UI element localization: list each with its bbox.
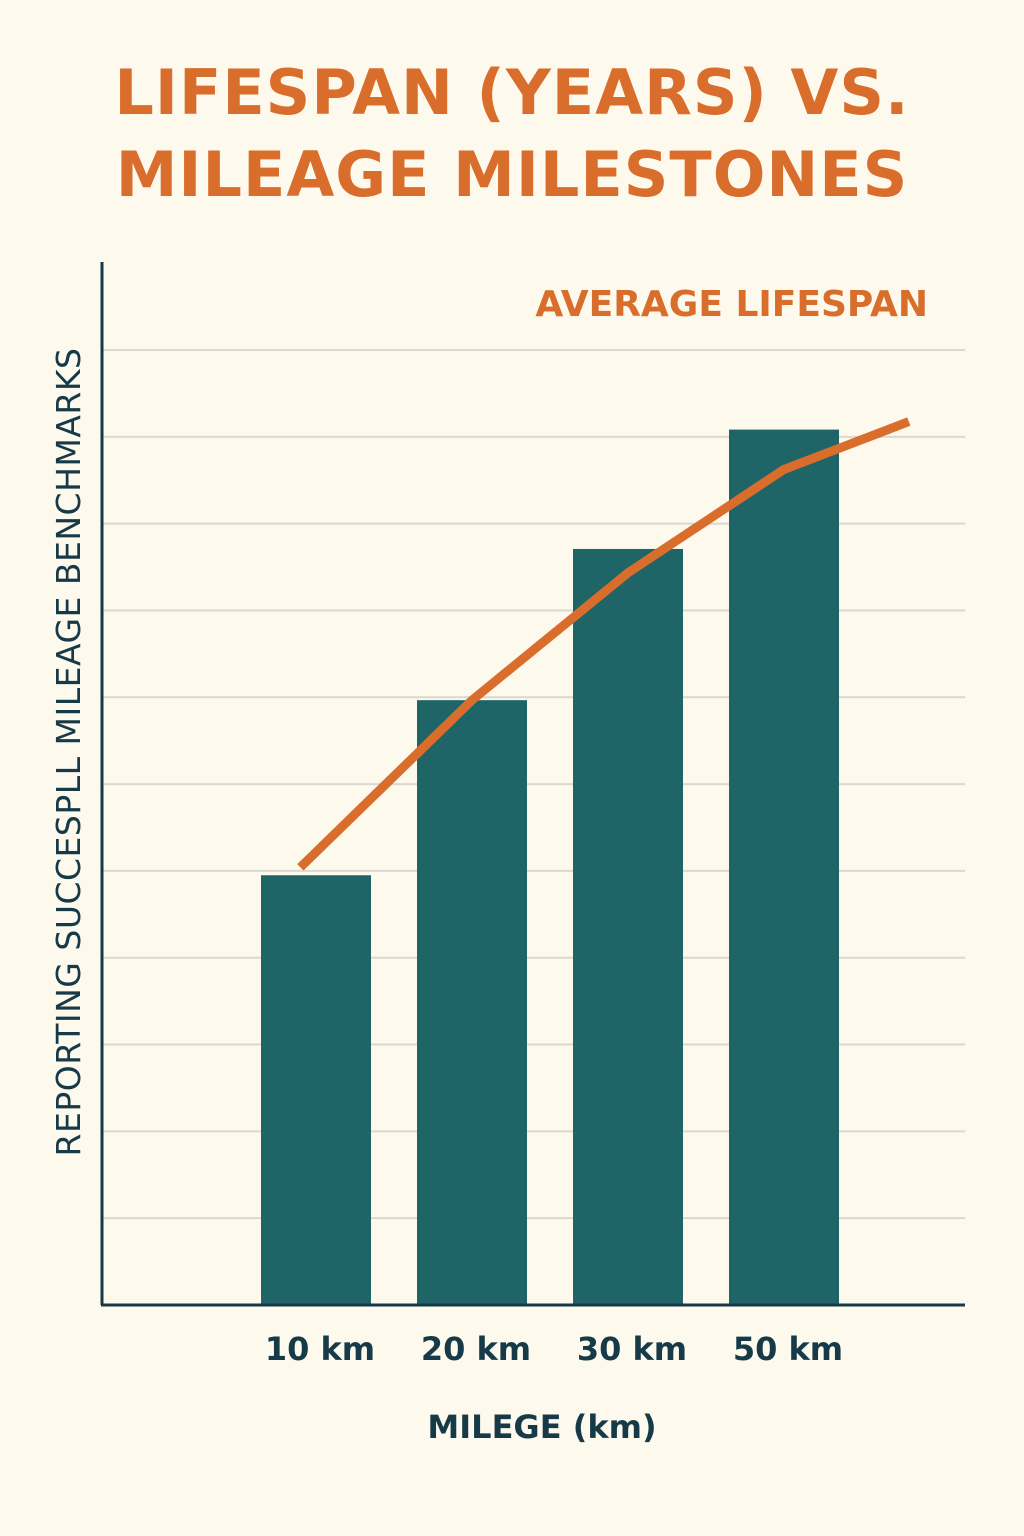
x-tick-label: 20 km <box>421 1330 531 1368</box>
bar-20-km <box>417 700 527 1305</box>
x-tick-label: 10 km <box>265 1330 375 1368</box>
bars <box>261 429 839 1305</box>
bar-10-km <box>261 875 371 1305</box>
axes <box>100 262 965 1307</box>
average-lifespan-series <box>297 417 911 871</box>
legend-average-lifespan: AVERAGE LIFESPAN <box>535 284 928 325</box>
x-tick-label: 30 km <box>577 1330 687 1368</box>
bar-30-km <box>573 548 683 1305</box>
bar-50-km <box>729 429 839 1305</box>
y-axis-label: REPORTING SUCCESPLL MILEAGE BENCHMARKS <box>49 348 88 1157</box>
chart-title-line2: MILEAGE MILESTONES <box>115 138 909 211</box>
x-tick-labels: 10 km 20 km 30 km 50 km <box>265 1330 843 1368</box>
x-tick-label: 50 km <box>733 1330 843 1368</box>
chart-title: LIFESPAN (YEARS) VS. MILEAGE MILESTONES <box>0 52 1024 216</box>
chart-title-line1: LIFESPAN (YEARS) VS. <box>114 56 910 129</box>
x-axis-label: MILEGE (km) <box>427 1408 656 1446</box>
average-lifespan-line <box>297 417 911 871</box>
